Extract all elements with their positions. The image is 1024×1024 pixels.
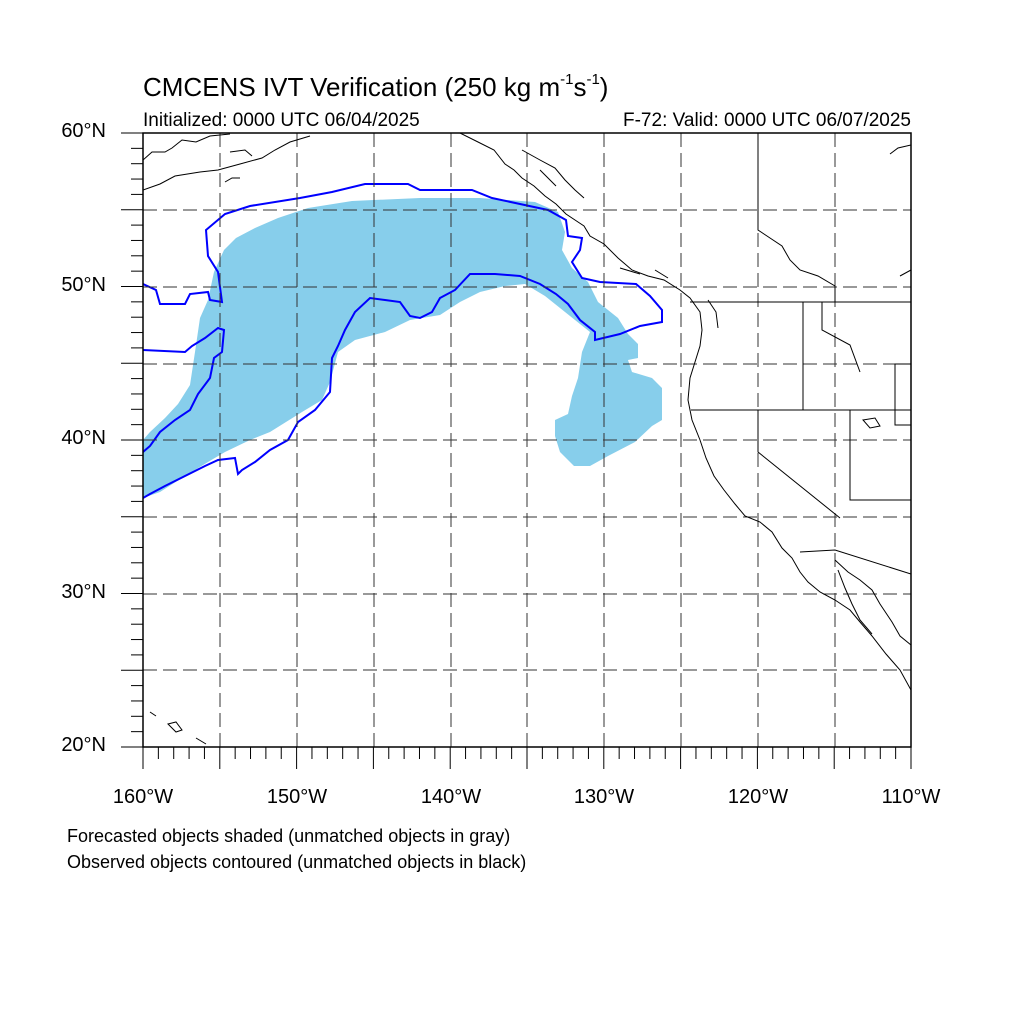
legend-note-forecast: Forecasted objects shaded (unmatched obj… [67,826,511,846]
chart-title: CMCENS IVT Verification (250 kg m-1s-1) [143,71,609,102]
lon-label: 130°W [573,786,635,808]
observed-contour-inner [143,326,226,453]
axis-ticks [121,132,912,769]
lat-label: 40°N [61,427,106,449]
lat-label: 50°N [61,274,106,296]
lon-label: 120°W [727,786,789,808]
lat-label: 60°N [61,120,106,142]
valid-time-label: F-72: Valid: 0000 UTC 06/07/2025 [623,110,911,131]
lon-label: 140°W [420,786,482,808]
observed-contour-west [143,183,663,499]
lat-label: 20°N [61,734,106,756]
legend-note-observed: Observed objects contoured (unmatched ob… [67,852,527,872]
map-grid [143,133,911,747]
forecast-object [143,198,662,498]
lat-label: 30°N [61,581,106,603]
init-time-label: Initialized: 0000 UTC 06/04/2025 [143,110,420,131]
lon-label: 110°W [881,786,941,808]
coastlines [143,133,911,745]
lon-label: 150°W [266,786,328,808]
lon-label: 160°W [112,786,174,808]
